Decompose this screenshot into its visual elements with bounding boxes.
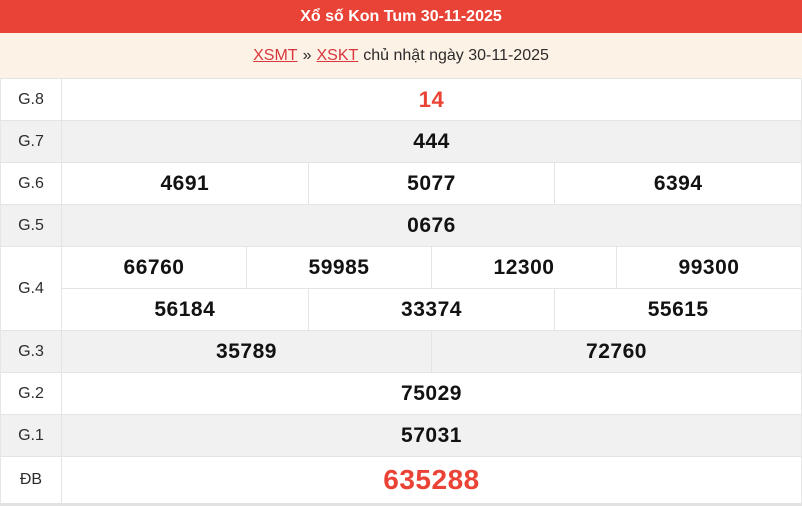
result-number: 6394 (554, 163, 801, 204)
result-number: 55615 (554, 289, 801, 330)
breadcrumb-separator: » (302, 46, 312, 64)
prize-numbers: 0676 (62, 205, 801, 246)
result-row-g8: G.8 14 (1, 78, 801, 120)
result-number: 59985 (246, 247, 431, 288)
result-row-g6: G.6 4691 5077 6394 (1, 162, 801, 204)
prize-label: G.4 (1, 247, 62, 330)
prize-label: G.8 (1, 79, 62, 120)
result-number: 0676 (407, 213, 456, 237)
breadcrumb-link-xsmt[interactable]: XSMT (253, 46, 298, 64)
result-line: 66760 59985 12300 99300 (62, 247, 801, 288)
result-line: 75029 (62, 373, 801, 414)
result-line: 14 (62, 79, 801, 120)
result-line: 0676 (62, 205, 801, 246)
result-row-g5: G.5 0676 (1, 204, 801, 246)
breadcrumb: XSMT » XSKT chủ nhật ngày 30-11-2025 (0, 33, 802, 78)
result-line: 57031 (62, 415, 801, 456)
result-number: 635288 (383, 464, 480, 495)
result-number: 99300 (616, 247, 801, 288)
page-header: Xổ số Kon Tum 30-11-2025 (0, 0, 802, 33)
prize-label: G.6 (1, 163, 62, 204)
prize-numbers: 66760 59985 12300 99300 56184 33374 55615 (62, 247, 801, 330)
result-row-g2: G.2 75029 (1, 372, 801, 414)
result-number: 57031 (401, 423, 462, 447)
result-row-g4: G.4 66760 59985 12300 99300 56184 33374 55615 (1, 246, 801, 330)
result-number: 33374 (307, 289, 555, 330)
prize-numbers: 14 (62, 79, 801, 120)
result-number: 12300 (431, 247, 616, 288)
result-row-g3: G.3 35789 72760 (1, 330, 801, 372)
result-number: 444 (413, 129, 450, 153)
prize-numbers: 75029 (62, 373, 801, 414)
prize-numbers: 57031 (62, 415, 801, 456)
result-line: 4691 5077 6394 (62, 163, 801, 204)
result-row-g7: G.7 444 (1, 120, 801, 162)
prize-label: G.7 (1, 121, 62, 162)
results-table: G.8 14 G.7 444 G.6 4691 5077 6394 G.5 0676 G.4 6676… (0, 78, 802, 506)
prize-numbers: 4691 5077 6394 (62, 163, 801, 204)
page-title: Xổ số Kon Tum 30-11-2025 (300, 7, 502, 25)
result-number: 75029 (401, 381, 462, 405)
result-number: 66760 (123, 255, 185, 279)
result-number: 5077 (307, 163, 555, 204)
prize-label: G.3 (1, 331, 62, 372)
result-number: 35789 (216, 339, 277, 363)
result-number: 56184 (154, 297, 216, 321)
prize-label: G.5 (1, 205, 62, 246)
prize-numbers: 635288 (62, 457, 801, 503)
result-line: 56184 33374 55615 (62, 288, 801, 330)
breadcrumb-link-xskt[interactable]: XSKT (316, 46, 359, 64)
prize-numbers: 444 (62, 121, 801, 162)
prize-label: G.1 (1, 415, 62, 456)
breadcrumb-date-text: chủ nhật ngày 30-11-2025 (363, 46, 549, 64)
result-line: 444 (62, 121, 801, 162)
result-row-g1: G.1 57031 (1, 414, 801, 456)
result-number: 72760 (431, 331, 801, 372)
result-number: 14 (418, 86, 445, 112)
prize-label: G.2 (1, 373, 62, 414)
prize-numbers: 35789 72760 (62, 331, 801, 372)
prize-label: ĐB (1, 457, 62, 503)
result-number: 4691 (160, 171, 210, 195)
result-line: 35789 72760 (62, 331, 801, 372)
result-row-db: ĐB 635288 (1, 456, 801, 503)
result-line: 635288 (62, 457, 801, 503)
